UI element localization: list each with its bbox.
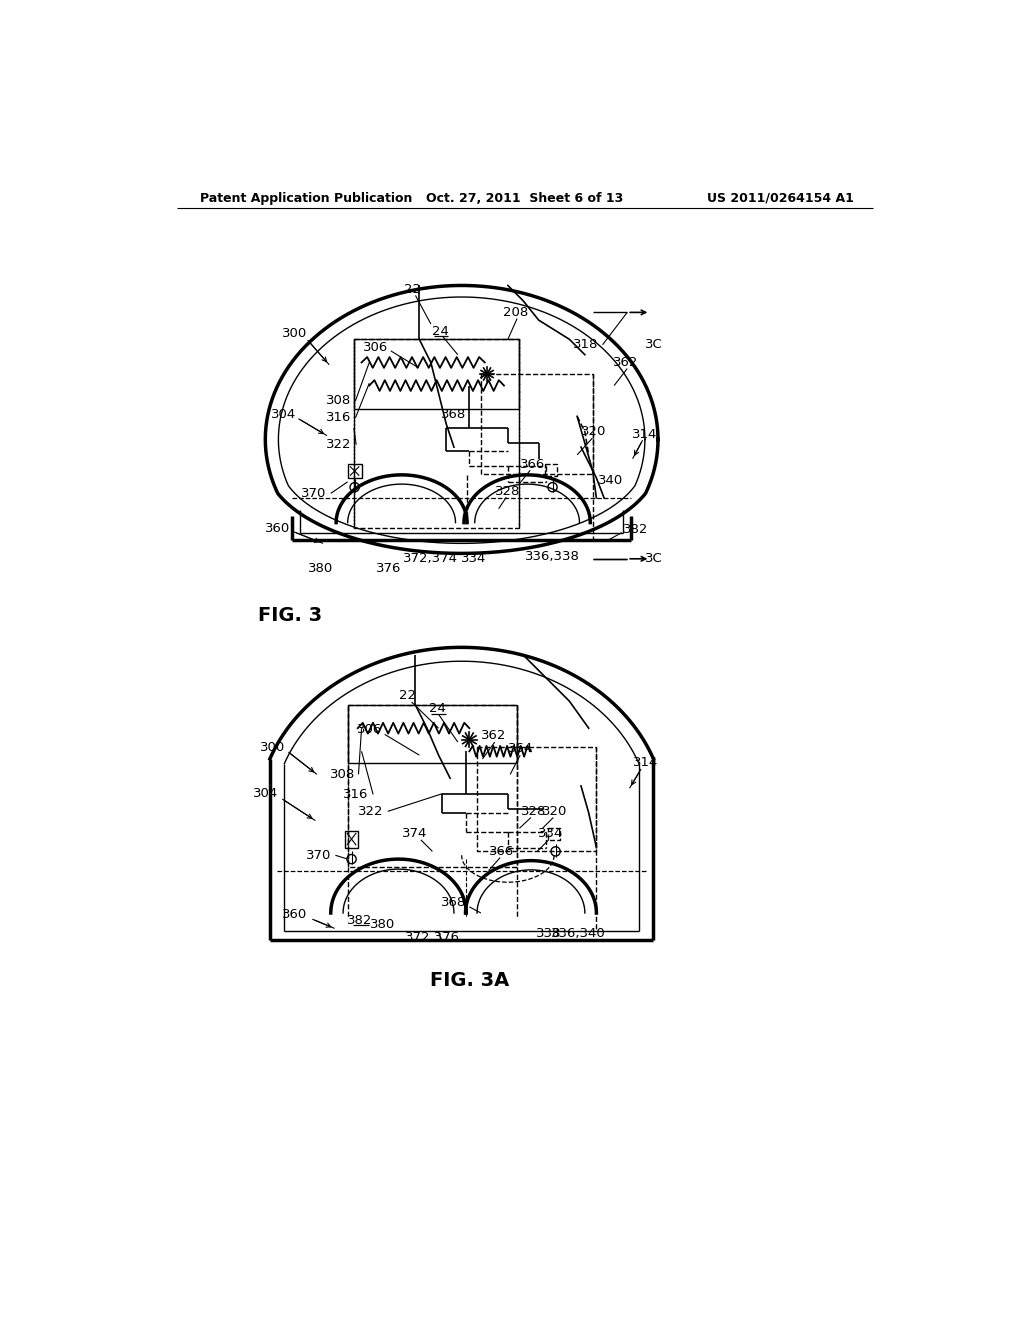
- Text: 308: 308: [326, 395, 351, 408]
- Text: 368: 368: [440, 408, 466, 421]
- Bar: [348, 705, 517, 763]
- Text: 360: 360: [282, 908, 307, 921]
- Bar: [345, 830, 358, 847]
- Text: 24: 24: [429, 702, 445, 715]
- Text: 334: 334: [461, 552, 486, 565]
- Bar: [348, 705, 517, 867]
- Text: 322: 322: [326, 438, 351, 451]
- Text: 316: 316: [343, 788, 369, 801]
- Text: 300: 300: [260, 741, 286, 754]
- Text: FIG. 3: FIG. 3: [258, 606, 322, 624]
- Text: 24: 24: [432, 325, 449, 338]
- Text: 368: 368: [440, 896, 466, 909]
- Text: Oct. 27, 2011  Sheet 6 of 13: Oct. 27, 2011 Sheet 6 of 13: [426, 191, 624, 205]
- Text: 304: 304: [271, 408, 296, 421]
- Text: 22: 22: [399, 689, 417, 702]
- Text: 308: 308: [330, 768, 355, 781]
- Text: 364: 364: [508, 742, 534, 755]
- Bar: [481, 374, 593, 474]
- Text: 370: 370: [306, 849, 331, 862]
- Text: 336,340: 336,340: [551, 927, 606, 940]
- Text: 22: 22: [403, 282, 421, 296]
- Bar: [348, 465, 361, 478]
- Text: 306: 306: [362, 341, 388, 354]
- Text: 314: 314: [632, 428, 657, 441]
- Text: 328: 328: [496, 484, 520, 498]
- Text: Patent Application Publication: Patent Application Publication: [200, 191, 413, 205]
- Text: 376: 376: [376, 562, 401, 576]
- Bar: [548, 828, 560, 840]
- Text: 362: 362: [481, 730, 507, 742]
- Text: 372,374: 372,374: [402, 552, 458, 565]
- Text: 306: 306: [356, 723, 382, 737]
- Text: 316: 316: [326, 412, 351, 425]
- Text: FIG. 3A: FIG. 3A: [430, 972, 509, 990]
- Bar: [354, 339, 519, 528]
- Bar: [545, 465, 557, 477]
- Text: 374: 374: [402, 828, 427, 841]
- Text: 382: 382: [347, 915, 373, 927]
- Text: 380: 380: [308, 562, 334, 576]
- Text: 3C: 3C: [645, 552, 663, 565]
- Text: 360: 360: [265, 521, 290, 535]
- Text: 382: 382: [624, 523, 649, 536]
- Text: 372,376: 372,376: [404, 931, 460, 944]
- Text: 322: 322: [358, 805, 384, 818]
- Text: 304: 304: [253, 787, 278, 800]
- Text: 318: 318: [573, 338, 598, 351]
- Text: 3C: 3C: [645, 338, 663, 351]
- Text: 320: 320: [581, 425, 606, 438]
- Text: 338: 338: [536, 927, 561, 940]
- Bar: [354, 339, 519, 409]
- Text: 314: 314: [633, 756, 658, 770]
- Text: 370: 370: [301, 487, 327, 500]
- Text: 300: 300: [282, 327, 307, 341]
- Text: 208: 208: [503, 306, 528, 319]
- Text: 328: 328: [520, 805, 546, 818]
- Text: 320: 320: [542, 805, 567, 818]
- Text: 336,338: 336,338: [525, 550, 580, 564]
- Text: 362: 362: [613, 356, 638, 370]
- Text: 340: 340: [598, 474, 623, 487]
- Bar: [477, 747, 596, 851]
- Text: 366: 366: [520, 458, 545, 471]
- Text: 334: 334: [538, 828, 563, 841]
- Text: 366: 366: [489, 845, 514, 858]
- Text: 380: 380: [370, 917, 395, 931]
- Text: US 2011/0264154 A1: US 2011/0264154 A1: [708, 191, 854, 205]
